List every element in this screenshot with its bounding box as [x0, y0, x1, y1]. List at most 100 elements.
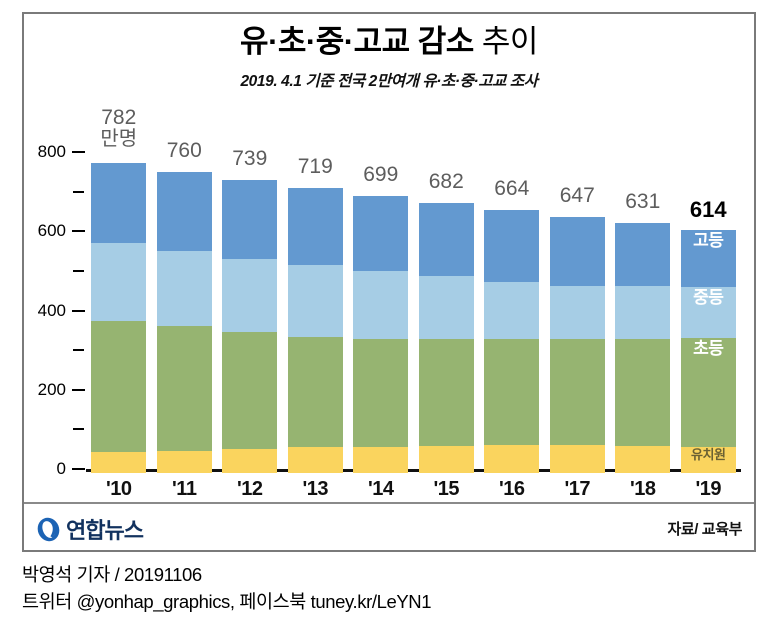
bar-segment-middle[interactable]	[353, 271, 409, 340]
bar-column[interactable]	[91, 126, 147, 473]
bar-segment-middle[interactable]	[287, 265, 343, 337]
bar-stack[interactable]	[156, 171, 212, 473]
bar-total-label: 647	[559, 183, 595, 207]
page-title-light: 추이	[473, 24, 539, 59]
bar-segment-high[interactable]	[91, 163, 147, 243]
y-axis-tick-label: 400	[37, 300, 66, 320]
bar-segment-elem[interactable]	[549, 339, 605, 446]
y-axis-tick-minor	[73, 428, 84, 431]
bar-segment-high[interactable]: 고등	[680, 229, 736, 288]
bar-segment-high[interactable]	[156, 171, 212, 251]
bar-stack[interactable]	[91, 163, 147, 473]
bar-stack[interactable]	[222, 180, 278, 473]
bar-column[interactable]	[549, 126, 605, 473]
bar-segment-middle[interactable]	[418, 276, 474, 340]
bar-segment-middle[interactable]	[156, 250, 212, 327]
y-axis-tick-label: 600	[37, 221, 66, 241]
x-axis-tick-label: '12	[236, 478, 263, 500]
x-axis-tick-label: '13	[302, 478, 328, 500]
title-block: 유·초·중·고교 감소 추이 2019. 4.1 기준 전국 2만여개 유·초·…	[24, 24, 754, 91]
y-axis-tick-label: 800	[37, 142, 66, 161]
bar-column[interactable]	[287, 126, 343, 473]
bar-segment-middle[interactable]	[615, 286, 671, 339]
source-note: 자료/ 교육부	[667, 521, 742, 538]
x-axis-tick-label: '17	[564, 478, 590, 500]
chart-subtitle: 2019. 4.1 기준 전국 2만여개 유·초·중·고교 조사	[240, 72, 538, 90]
bar-column[interactable]	[353, 126, 409, 473]
bar-total-label: 664	[494, 176, 530, 200]
bar-total-label: 631	[625, 189, 661, 213]
bar-stack[interactable]	[484, 209, 540, 473]
y-axis-tick-major	[72, 230, 85, 233]
y-axis-tick-major	[72, 309, 85, 312]
x-axis-tick-label: '19	[695, 478, 721, 500]
bar-segment-kinder[interactable]: 유치원	[680, 447, 736, 473]
bar-segment-middle[interactable]	[91, 242, 147, 321]
bar-total-label: 782 만명	[77, 106, 160, 151]
bar-segment-high[interactable]	[549, 216, 605, 286]
bar-segment-elem[interactable]	[615, 338, 671, 447]
bar-segment-elem[interactable]	[287, 336, 343, 448]
x-axis-tick-label: '18	[629, 478, 656, 500]
bar-segment-middle[interactable]	[222, 258, 278, 332]
bar-column[interactable]	[484, 126, 540, 473]
y-axis-tick-minor	[73, 349, 84, 352]
yonhap-oval-logo-icon	[37, 517, 60, 541]
bar-segment-middle[interactable]: 중등	[680, 287, 736, 339]
bar-segment-kinder[interactable]	[418, 446, 474, 473]
x-axis-tick-label: '14	[367, 478, 394, 500]
bar-stack[interactable]	[353, 196, 409, 473]
bar-column[interactable]	[418, 126, 474, 473]
chart-card: 유·초·중·고교 감소 추이 2019. 4.1 기준 전국 2만여개 유·초·…	[22, 12, 756, 552]
x-axis-tick-label: '16	[498, 478, 525, 500]
bar-segment-high[interactable]	[287, 188, 343, 266]
bar-segment-kinder[interactable]	[484, 445, 540, 473]
y-axis-tick-label: 0	[56, 459, 66, 478]
bar-column[interactable]	[156, 126, 212, 473]
bar-segment-high[interactable]	[484, 209, 540, 282]
chart-plot-area: 0 200 400 600 800 782 만명 '10 760 '11 739 '12 719 '13 6…	[24, 14, 758, 554]
unit-note: 만명	[100, 128, 138, 151]
credits-block: 박영석 기자 / 20191106 트위터 @yonhap_graphics, …	[22, 562, 762, 616]
bar-stack[interactable]	[418, 202, 474, 473]
bar-segment-high[interactable]	[353, 196, 409, 272]
bar-segment-kinder[interactable]	[353, 447, 409, 473]
bar-segment-elem[interactable]	[156, 326, 212, 451]
yonhap-logo-text: 연합뉴스	[66, 518, 144, 543]
bar-total-label: 614	[689, 196, 727, 222]
legend-label-elem: 초등	[693, 339, 724, 359]
bar-segment-elem[interactable]	[222, 331, 278, 449]
yonhap-logo: 연합뉴스	[36, 513, 144, 545]
bar-column[interactable]	[615, 126, 671, 473]
bar-segment-high[interactable]	[615, 223, 671, 286]
page-title: 유·초·중·고교 감소 추이	[24, 24, 754, 60]
bar-segment-kinder[interactable]	[287, 447, 343, 473]
bar-total-label: 699	[363, 163, 399, 187]
y-axis-tick-major	[72, 151, 85, 153]
bar-stack[interactable]	[549, 216, 605, 473]
bar-segment-middle[interactable]	[484, 281, 540, 340]
y-axis-tick-major	[72, 468, 85, 470]
bar-segment-middle[interactable]	[549, 285, 605, 340]
bar-stack[interactable]	[287, 188, 343, 473]
bar-stack[interactable]	[615, 223, 671, 473]
x-axis-tick-label: '15	[433, 478, 459, 500]
bar-segment-kinder[interactable]	[156, 450, 212, 473]
bar-segment-elem[interactable]	[91, 320, 147, 452]
bar-segment-kinder[interactable]	[549, 445, 605, 473]
bar-segment-elem[interactable]	[353, 339, 409, 448]
bar-column[interactable]	[222, 126, 278, 473]
bar-segment-high[interactable]	[418, 202, 474, 277]
bar-segment-elem[interactable]	[484, 339, 540, 446]
bar-segment-elem[interactable]: 초등	[680, 338, 736, 448]
x-axis-tick-label: '10	[105, 478, 132, 500]
bar-segment-elem[interactable]	[418, 339, 474, 447]
bar-segment-kinder[interactable]	[615, 446, 671, 473]
bar-segment-kinder[interactable]	[222, 448, 278, 473]
bar-segment-kinder[interactable]	[91, 451, 147, 473]
bar-total-label: 719	[297, 155, 333, 179]
bar-segment-high[interactable]	[222, 180, 278, 259]
